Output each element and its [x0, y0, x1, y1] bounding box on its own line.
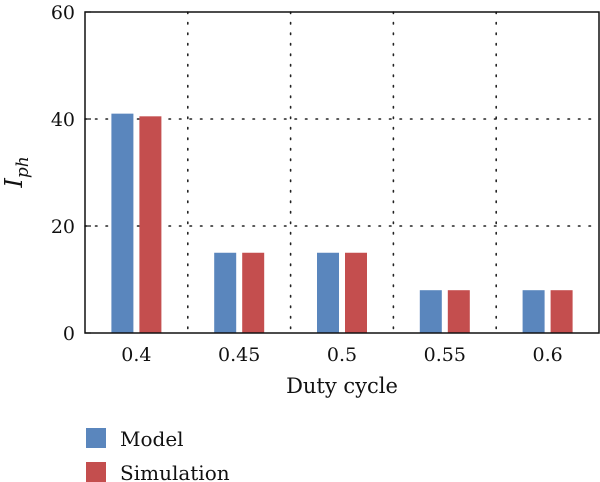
y-tick-label: 20	[51, 216, 75, 238]
bar-model-0.4	[111, 113, 134, 334]
y-tick-label: 60	[51, 2, 75, 24]
gridlines	[84, 11, 600, 334]
bar-simulation-0.6	[550, 290, 573, 333]
x-tick-label: 0.45	[218, 344, 260, 366]
legend-label-model: Model	[120, 427, 184, 451]
bar-simulation-0.4	[139, 116, 162, 333]
y-ticks: 0 20 40 60	[51, 2, 91, 345]
bar-model-0.6	[522, 290, 545, 333]
bar-simulation-0.55	[447, 290, 470, 333]
legend-swatch-model	[86, 428, 106, 448]
legend: Model Simulation	[86, 427, 230, 482]
plot-frame	[84, 11, 600, 334]
legend-label-simulation: Simulation	[120, 461, 230, 482]
y-axis-title-main: I	[0, 178, 28, 189]
bar-model-0.45	[214, 252, 237, 333]
bar-model-0.5	[317, 252, 339, 333]
x-axis-title: Duty cycle	[286, 374, 398, 398]
x-tick-label: 0.5	[327, 344, 357, 366]
x-tick-label: 0.4	[121, 344, 151, 366]
bars	[111, 113, 573, 334]
bar-model-0.55	[419, 290, 442, 333]
y-axis-title-subscript: ph	[13, 156, 33, 178]
legend-swatch-simulation	[86, 462, 106, 482]
x-ticks: 0.4 0.45 0.5 0.55 0.6	[121, 344, 562, 366]
bar-simulation-0.5	[345, 252, 367, 333]
x-tick-label: 0.55	[424, 344, 466, 366]
y-axis-title: Iph	[0, 156, 33, 188]
y-tick-label: 40	[51, 109, 75, 131]
x-tick-label: 0.6	[532, 344, 562, 366]
y-tick-label: 0	[63, 323, 75, 345]
bar-simulation-0.45	[242, 252, 265, 333]
